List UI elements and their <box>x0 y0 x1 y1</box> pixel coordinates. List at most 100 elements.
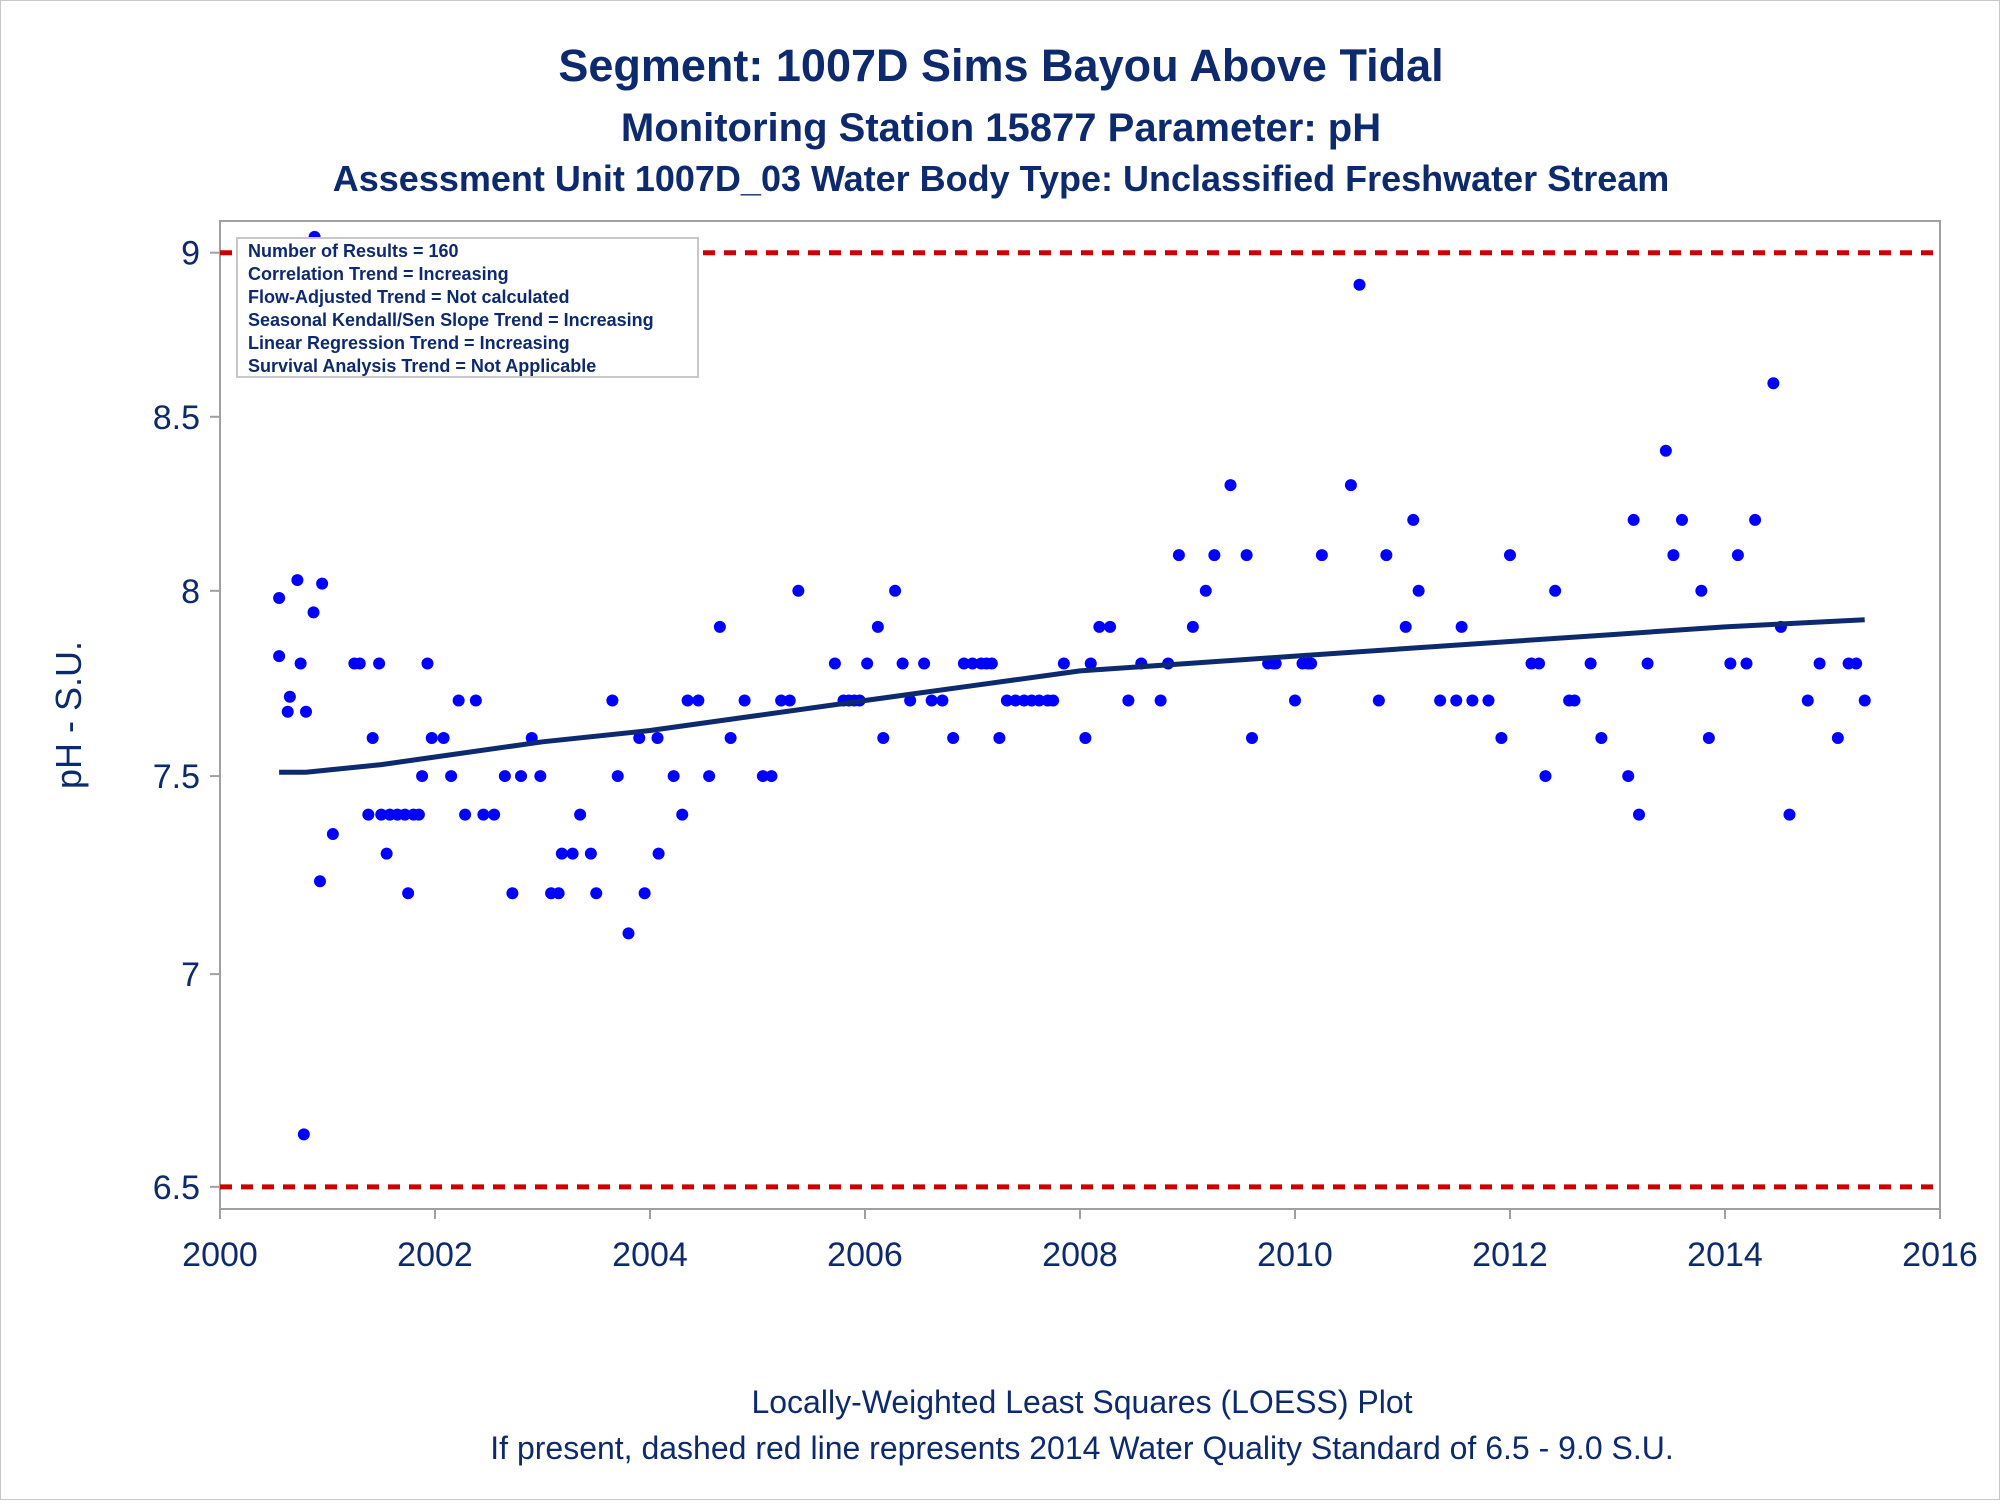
y-axis: 6.5 7 7.5 8 8.5 9 <box>153 235 220 1207</box>
x-tick-label: 2014 <box>1687 1236 1763 1274</box>
data-point <box>1850 657 1863 670</box>
data-point <box>1246 732 1258 745</box>
data-point <box>936 694 949 707</box>
data-point <box>1702 732 1715 745</box>
data-point <box>1380 549 1393 562</box>
data-point <box>316 577 329 590</box>
data-point <box>425 732 438 745</box>
data-point <box>412 808 425 821</box>
data-point <box>421 657 434 670</box>
data-point <box>1122 694 1135 707</box>
data-point <box>1199 584 1212 597</box>
data-point <box>459 808 472 821</box>
data-point <box>1749 513 1762 526</box>
data-point <box>1504 549 1516 562</box>
x-tick-label: 2010 <box>1257 1236 1333 1274</box>
data-point <box>1633 808 1645 821</box>
data-point <box>1240 549 1253 562</box>
data-point <box>889 584 902 597</box>
chart-subtitle: Monitoring Station 15877 Parameter: pH <box>621 106 1381 150</box>
data-point <box>1695 584 1708 597</box>
loess-trend-line <box>279 617 1865 775</box>
data-point <box>1434 694 1447 707</box>
data-point <box>1315 549 1328 562</box>
data-point <box>1641 657 1654 670</box>
data-point <box>445 770 458 783</box>
data-point <box>1033 694 1046 707</box>
x-tick-label: 2012 <box>1472 1236 1548 1274</box>
data-point <box>724 732 737 745</box>
data-point <box>307 606 320 619</box>
data-point <box>326 828 339 841</box>
data-point <box>861 657 874 670</box>
stats-box: Number of Results = 160 Correlation Tren… <box>236 237 699 378</box>
footnote-standard: If present, dashed red line represents 2… <box>490 1430 1673 1466</box>
y-tick-label: 6.5 <box>153 1169 200 1207</box>
data-point <box>622 927 635 940</box>
data-point <box>925 694 938 707</box>
data-point <box>1858 694 1871 707</box>
data-point <box>713 620 726 633</box>
data-point <box>273 591 286 604</box>
data-point <box>498 770 511 783</box>
data-point <box>294 657 307 670</box>
footnote-loess: Locally-Weighted Least Squares (LOESS) P… <box>751 1384 1412 1420</box>
data-point <box>283 690 296 703</box>
data-point <box>1079 732 1092 745</box>
data-point <box>1495 732 1508 745</box>
data-point <box>1595 732 1608 745</box>
data-point <box>1009 694 1022 707</box>
y-tick-label: 8.5 <box>153 399 200 437</box>
data-point <box>1172 549 1185 562</box>
data-point <box>1813 657 1826 670</box>
data-point <box>738 694 751 707</box>
data-point <box>1724 657 1737 670</box>
data-point <box>904 694 917 707</box>
data-point <box>1224 479 1237 492</box>
data-point <box>584 847 597 860</box>
data-point <box>652 847 665 860</box>
data-point <box>488 808 501 821</box>
data-point <box>1466 694 1479 707</box>
data-point <box>1353 278 1366 291</box>
data-point <box>1399 620 1412 633</box>
data-point <box>437 732 450 745</box>
chart-title: Segment: 1007D Sims Bayou Above Tidal <box>558 40 1443 91</box>
data-point <box>1731 549 1744 562</box>
y-tick-label: 9 <box>181 235 200 273</box>
data-point <box>1412 584 1425 597</box>
data-point <box>1676 513 1688 526</box>
data-point <box>606 694 619 707</box>
data-point <box>1568 694 1581 707</box>
data-point <box>756 770 769 783</box>
x-tick-label: 2006 <box>827 1236 903 1274</box>
data-point <box>1627 513 1640 526</box>
data-point <box>1831 732 1844 745</box>
data-point <box>681 694 694 707</box>
data-point <box>1305 657 1318 670</box>
data-point <box>555 847 568 860</box>
data-point <box>703 770 716 783</box>
data-point <box>896 657 909 670</box>
y-tick-label: 8 <box>181 573 200 611</box>
data-point <box>1084 657 1097 670</box>
data-point <box>871 620 884 633</box>
data-point <box>380 847 393 860</box>
data-point <box>375 808 388 821</box>
y-axis-label: pH - S.U. <box>48 641 89 789</box>
data-point <box>1783 808 1796 821</box>
x-tick-label: 2016 <box>1902 1236 1978 1274</box>
x-tick-label: 2004 <box>612 1236 688 1274</box>
data-point <box>1104 620 1117 633</box>
data-point <box>651 732 664 745</box>
data-point <box>281 705 294 718</box>
data-point <box>1767 377 1780 390</box>
data-point <box>353 657 366 670</box>
data-point <box>590 887 603 900</box>
data-point <box>1667 549 1680 562</box>
data-point <box>1057 657 1070 670</box>
data-point <box>1372 694 1385 707</box>
data-point <box>1186 620 1199 633</box>
data-point <box>667 770 680 783</box>
